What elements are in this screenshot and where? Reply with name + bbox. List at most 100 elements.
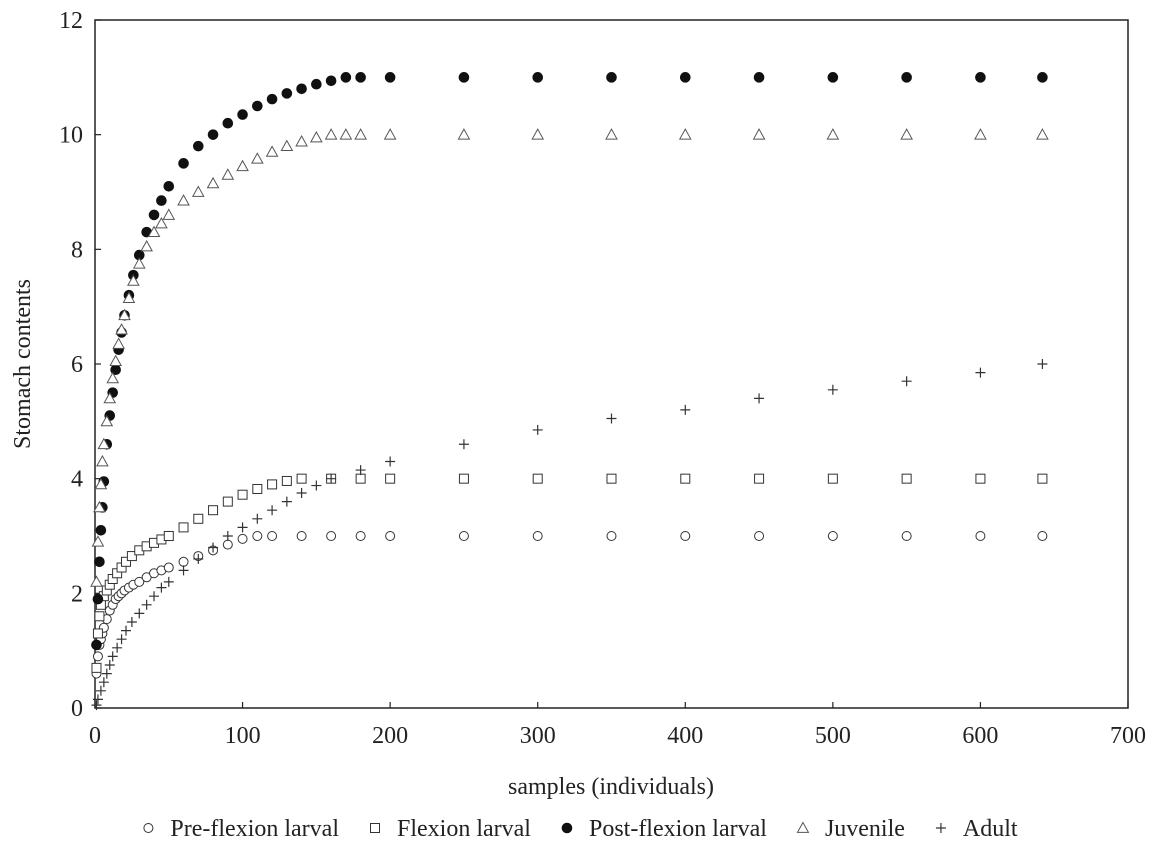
data-point-pre-flexion-larval (355, 531, 366, 541)
y-tick-label: 12 (59, 8, 83, 34)
data-point-pre-flexion-larval (237, 533, 248, 544)
data-point-adult (606, 413, 617, 424)
data-point-adult (98, 677, 109, 688)
data-point-post-flexion-larval (266, 93, 278, 105)
data-point-pre-flexion-larval (92, 651, 103, 662)
data-point-pre-flexion-larval (326, 531, 337, 541)
data-point-adult (680, 404, 691, 415)
data-point-adult (326, 473, 337, 484)
data-point-juvenile (97, 437, 111, 450)
data-point-pre-flexion-larval (532, 531, 543, 541)
x-tick-label: 100 (225, 723, 261, 749)
legend-item-juvenile: Juvenile (796, 816, 905, 841)
data-point-adult (296, 488, 307, 498)
data-point-adult (222, 531, 233, 541)
plot-frame (94, 19, 1129, 709)
data-point-post-flexion-larval (296, 83, 307, 95)
data-point-adult (355, 465, 366, 476)
data-point-flexion-larval (754, 473, 765, 484)
legend-marker-adult (935, 823, 946, 833)
data-point-flexion-larval (827, 473, 838, 484)
data-point-juvenile (310, 131, 323, 143)
data-point-adult (458, 439, 469, 450)
data-point-adult (92, 694, 103, 705)
data-point-juvenile (103, 391, 117, 404)
x-tick-label: 200 (372, 723, 408, 749)
y-tick-label: 2 (71, 581, 83, 607)
data-point-post-flexion-larval (325, 75, 337, 87)
data-point-post-flexion-larval (222, 117, 234, 129)
data-point-juvenile (122, 291, 136, 303)
x-tick-label: 300 (520, 723, 556, 749)
data-point-adult (101, 668, 112, 679)
data-point-juvenile (118, 308, 131, 321)
data-point-adult (237, 522, 248, 533)
data-point-post-flexion-larval (163, 180, 175, 192)
data-point-flexion-larval (178, 522, 189, 533)
data-point-juvenile (177, 194, 190, 206)
data-point-flexion-larval (1037, 473, 1048, 484)
data-point-juvenile (90, 575, 103, 587)
legend-item-post-flexion-larval: Post-flexion larval (561, 816, 767, 841)
series-juvenile (90, 128, 1049, 587)
data-point-juvenile (115, 323, 128, 335)
legend-marker-flexion-larval (370, 823, 381, 833)
data-point-pre-flexion-larval (680, 531, 691, 541)
y-tick-label: 10 (59, 123, 83, 149)
series-post-flexion-larval (91, 72, 1048, 651)
axis-ticks: 0 100 200 300 400 500 600 700 0 2 4 6 8 10 12 (59, 8, 1146, 749)
data-point-juvenile (383, 128, 397, 140)
data-point-adult (252, 513, 263, 524)
data-point-adult (163, 576, 174, 587)
data-point-juvenile (100, 414, 114, 427)
y-tick-label: 6 (71, 352, 83, 378)
data-point-flexion-larval (222, 496, 233, 507)
legend-item-adult: Adult (935, 816, 1018, 841)
data-point-juvenile (826, 128, 840, 140)
data-point-juvenile (974, 128, 987, 140)
data-point-juvenile (1036, 128, 1049, 140)
series-pre-flexion-larval (91, 531, 1048, 679)
data-point-post-flexion-larval (532, 72, 544, 83)
data-point-post-flexion-larval (679, 72, 691, 83)
data-point-flexion-larval (296, 473, 307, 484)
data-point-post-flexion-larval (281, 88, 293, 99)
data-point-adult (95, 685, 106, 696)
data-point-flexion-larval (252, 483, 263, 494)
data-point-flexion-larval (94, 611, 105, 622)
data-point-post-flexion-larval (178, 158, 189, 169)
data-point-juvenile (295, 135, 308, 147)
y-tick-label: 0 (71, 696, 83, 722)
data-point-juvenile (236, 159, 249, 172)
data-point-juvenile (132, 257, 146, 269)
data-point-post-flexion-larval (901, 72, 912, 83)
data-point-juvenile (678, 128, 692, 140)
legend-label: Juvenile (825, 816, 905, 841)
data-point-juvenile (250, 152, 264, 164)
legend-marker-juvenile (796, 821, 810, 833)
data-point-post-flexion-larval (95, 524, 107, 536)
data-point-juvenile (354, 128, 367, 140)
data-point-flexion-larval (126, 551, 137, 562)
x-tick-label: 500 (815, 723, 851, 749)
data-point-juvenile (112, 337, 125, 349)
data-point-pre-flexion-larval (754, 531, 765, 541)
data-point-post-flexion-larval (156, 195, 167, 206)
data-point-flexion-larval (458, 473, 469, 484)
data-point-pre-flexion-larval (252, 531, 263, 541)
data-point-juvenile (531, 128, 545, 140)
data-point-pre-flexion-larval (222, 539, 233, 550)
data-point-adult (156, 582, 167, 593)
data-point-juvenile (752, 128, 766, 140)
data-point-flexion-larval (91, 662, 102, 673)
data-point-post-flexion-larval (384, 72, 396, 83)
data-marks (90, 72, 1049, 711)
data-point-juvenile (221, 168, 235, 180)
data-point-post-flexion-larval (311, 78, 322, 90)
data-point-juvenile (457, 128, 471, 140)
legend-marker-pre-flexion-larval (143, 823, 154, 833)
data-point-juvenile (93, 500, 106, 513)
data-point-flexion-larval (385, 473, 396, 484)
data-point-juvenile (155, 217, 168, 229)
legend-label: Flexion larval (397, 816, 531, 841)
